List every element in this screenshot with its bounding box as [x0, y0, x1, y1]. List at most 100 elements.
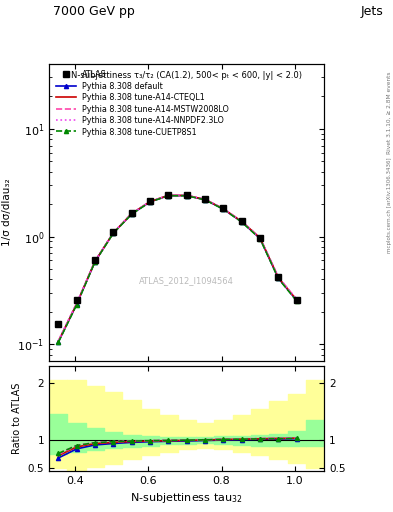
Pythia 8.308 tune-A14-CTEQL1: [56, 338, 61, 345]
Line: ATLAS: ATLAS: [55, 192, 299, 327]
Pythia 8.308 tune-A14-CTEQL1: [148, 199, 152, 205]
Pythia 8.308 tune-A14-MSTW2008LO: [166, 192, 171, 198]
Y-axis label: Ratio to ATLAS: Ratio to ATLAS: [12, 383, 22, 454]
Pythia 8.308 tune-CUETP8S1: [276, 275, 281, 282]
ATLAS: [203, 196, 208, 202]
Line: Pythia 8.308 default: Pythia 8.308 default: [56, 194, 299, 344]
ATLAS: [184, 191, 189, 198]
Pythia 8.308 tune-A14-MSTW2008LO: [56, 338, 61, 344]
Pythia 8.308 tune-CUETP8S1: [203, 197, 208, 203]
Pythia 8.308 tune-A14-CTEQL1: [129, 210, 134, 217]
Pythia 8.308 tune-CUETP8S1: [129, 211, 134, 217]
Pythia 8.308 tune-A14-NNPDF2.3LO: [258, 234, 263, 241]
Pythia 8.308 tune-A14-NNPDF2.3LO: [74, 300, 79, 306]
ATLAS: [239, 218, 244, 224]
ATLAS: [111, 229, 116, 235]
Line: Pythia 8.308 tune-CUETP8S1: Pythia 8.308 tune-CUETP8S1: [56, 194, 299, 345]
Pythia 8.308 tune-CUETP8S1: [239, 219, 244, 225]
Pythia 8.308 tune-A14-CTEQL1: [203, 197, 208, 203]
Pythia 8.308 tune-A14-NNPDF2.3LO: [148, 199, 152, 205]
Pythia 8.308 tune-A14-CTEQL1: [74, 301, 79, 307]
Pythia 8.308 tune-A14-NNPDF2.3LO: [276, 274, 281, 280]
Pythia 8.308 tune-CUETP8S1: [221, 206, 226, 212]
Line: Pythia 8.308 tune-A14-MSTW2008LO: Pythia 8.308 tune-A14-MSTW2008LO: [58, 195, 297, 341]
ATLAS: [221, 205, 226, 211]
Pythia 8.308 tune-CUETP8S1: [148, 199, 152, 205]
Pythia 8.308 tune-CUETP8S1: [294, 298, 299, 304]
Pythia 8.308 tune-A14-CTEQL1: [294, 297, 299, 303]
Pythia 8.308 default: [93, 259, 97, 265]
Text: 7000 GeV pp: 7000 GeV pp: [53, 5, 135, 18]
Pythia 8.308 tune-A14-MSTW2008LO: [129, 210, 134, 217]
ATLAS: [93, 258, 97, 264]
Pythia 8.308 tune-A14-CTEQL1: [239, 219, 244, 225]
Pythia 8.308 tune-A14-MSTW2008LO: [93, 258, 97, 264]
Pythia 8.308 tune-A14-NNPDF2.3LO: [203, 196, 208, 202]
ATLAS: [56, 321, 61, 327]
Text: mcplots.cern.ch [arXiv:1306.3436]: mcplots.cern.ch [arXiv:1306.3436]: [387, 157, 392, 252]
Pythia 8.308 tune-CUETP8S1: [111, 230, 116, 236]
ATLAS: [258, 234, 263, 241]
Pythia 8.308 tune-A14-MSTW2008LO: [221, 206, 226, 212]
Pythia 8.308 default: [56, 339, 61, 345]
Pythia 8.308 default: [129, 211, 134, 217]
Pythia 8.308 tune-CUETP8S1: [258, 236, 263, 242]
Pythia 8.308 tune-A14-NNPDF2.3LO: [111, 229, 116, 236]
Pythia 8.308 tune-A14-MSTW2008LO: [258, 234, 263, 241]
Pythia 8.308 tune-A14-CTEQL1: [111, 230, 116, 236]
Pythia 8.308 default: [239, 219, 244, 225]
Pythia 8.308 tune-A14-MSTW2008LO: [239, 218, 244, 224]
Pythia 8.308 tune-A14-NNPDF2.3LO: [56, 337, 61, 344]
Pythia 8.308 default: [258, 236, 263, 242]
Pythia 8.308 default: [294, 297, 299, 304]
Pythia 8.308 default: [148, 199, 152, 205]
ATLAS: [166, 191, 171, 198]
Text: Rivet 3.1.10, ≥ 2.8M events: Rivet 3.1.10, ≥ 2.8M events: [387, 71, 392, 154]
Pythia 8.308 tune-A14-CTEQL1: [276, 274, 281, 281]
Pythia 8.308 tune-A14-MSTW2008LO: [74, 301, 79, 307]
ATLAS: [129, 210, 134, 216]
Pythia 8.308 tune-A14-MSTW2008LO: [111, 230, 116, 236]
ATLAS: [276, 274, 281, 280]
Pythia 8.308 tune-A14-NNPDF2.3LO: [93, 258, 97, 264]
Pythia 8.308 default: [221, 206, 226, 212]
Pythia 8.308 tune-A14-NNPDF2.3LO: [294, 296, 299, 303]
Pythia 8.308 tune-A14-CTEQL1: [221, 206, 226, 212]
Pythia 8.308 default: [203, 197, 208, 203]
ATLAS: [294, 296, 299, 303]
Pythia 8.308 tune-A14-MSTW2008LO: [148, 199, 152, 205]
Y-axis label: 1/σ dσ/dlau₃₂: 1/σ dσ/dlau₃₂: [2, 179, 12, 246]
Pythia 8.308 tune-CUETP8S1: [93, 259, 97, 265]
Text: ATLAS_2012_I1094564: ATLAS_2012_I1094564: [139, 276, 234, 285]
Pythia 8.308 tune-A14-NNPDF2.3LO: [221, 206, 226, 212]
Pythia 8.308 tune-A14-MSTW2008LO: [203, 196, 208, 202]
Pythia 8.308 tune-A14-MSTW2008LO: [294, 296, 299, 303]
Legend: ATLAS, Pythia 8.308 default, Pythia 8.308 tune-A14-CTEQL1, Pythia 8.308 tune-A14: ATLAS, Pythia 8.308 default, Pythia 8.30…: [53, 68, 231, 139]
Pythia 8.308 default: [111, 230, 116, 236]
ATLAS: [148, 198, 152, 204]
Pythia 8.308 tune-A14-CTEQL1: [258, 235, 263, 241]
Pythia 8.308 tune-A14-CTEQL1: [93, 259, 97, 265]
Pythia 8.308 default: [276, 275, 281, 281]
Pythia 8.308 tune-A14-MSTW2008LO: [276, 274, 281, 280]
Pythia 8.308 tune-A14-NNPDF2.3LO: [166, 192, 171, 198]
Line: Pythia 8.308 tune-A14-NNPDF2.3LO: Pythia 8.308 tune-A14-NNPDF2.3LO: [58, 195, 297, 340]
Pythia 8.308 tune-CUETP8S1: [56, 339, 61, 346]
Pythia 8.308 tune-A14-NNPDF2.3LO: [129, 210, 134, 217]
X-axis label: N-subjettiness tau$_{32}$: N-subjettiness tau$_{32}$: [130, 492, 243, 505]
Pythia 8.308 tune-A14-MSTW2008LO: [184, 192, 189, 198]
Pythia 8.308 tune-CUETP8S1: [74, 302, 79, 308]
Text: N-subjettiness τ₃/τ₂ (CA(1.2), 500< pₜ < 600, |y| < 2.0): N-subjettiness τ₃/τ₂ (CA(1.2), 500< pₜ <…: [71, 71, 302, 80]
Pythia 8.308 tune-A14-CTEQL1: [184, 193, 189, 199]
Pythia 8.308 tune-CUETP8S1: [166, 193, 171, 199]
Pythia 8.308 default: [74, 301, 79, 307]
Pythia 8.308 default: [184, 193, 189, 199]
Pythia 8.308 tune-A14-NNPDF2.3LO: [184, 192, 189, 198]
ATLAS: [74, 297, 79, 304]
Line: Pythia 8.308 tune-A14-CTEQL1: Pythia 8.308 tune-A14-CTEQL1: [58, 196, 297, 342]
Pythia 8.308 tune-A14-NNPDF2.3LO: [239, 218, 244, 224]
Pythia 8.308 default: [166, 193, 171, 199]
Pythia 8.308 tune-A14-CTEQL1: [166, 193, 171, 199]
Pythia 8.308 tune-CUETP8S1: [184, 193, 189, 199]
Text: Jets: Jets: [360, 5, 383, 18]
